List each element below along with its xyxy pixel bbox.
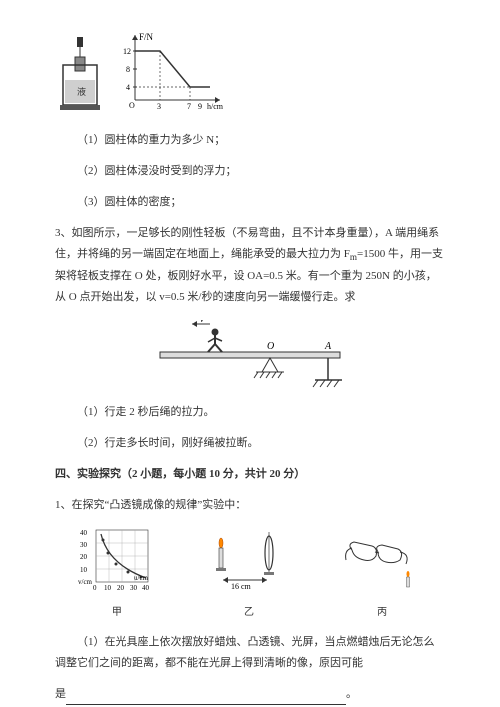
figure-cylinder-graph: 液 F/N 12 8 4 O 3 7 9 h/cm xyxy=(55,30,445,115)
svg-text:40: 40 xyxy=(80,529,88,537)
svg-text:10: 10 xyxy=(80,566,88,574)
svg-text:A: A xyxy=(324,341,332,352)
svg-text:7: 7 xyxy=(187,102,191,111)
y-axis-label: F/N xyxy=(139,32,154,42)
q-cyl-2: （2）圆柱体浸没时受到的浮力； xyxy=(55,161,445,182)
s4-q1-prefix: 1、 xyxy=(55,499,72,511)
svg-text:4: 4 xyxy=(126,83,130,92)
svg-text:30: 30 xyxy=(130,584,138,592)
svg-text:20: 20 xyxy=(117,584,125,592)
svg-text:12: 12 xyxy=(123,47,131,56)
q3-item2: （2）行走多长时间，刚好绳被拉断。 xyxy=(55,433,445,454)
label-yi: 乙 xyxy=(201,603,296,622)
s4-q1-text: 在探究“凸透镜成像的规律”实验中： xyxy=(72,499,247,511)
svg-text:30: 30 xyxy=(80,541,88,549)
blank-line xyxy=(66,694,346,705)
label-bing: 丙 xyxy=(342,603,422,622)
label-jia: 甲 xyxy=(78,603,156,622)
svg-text:v/cm: v/cm xyxy=(78,578,93,586)
q-cyl-1: （1）圆柱体的重力为多少 N； xyxy=(55,130,445,151)
q3-item1: （1）行走 2 秒后绳的拉力。 xyxy=(55,402,445,423)
s4-period: 。 xyxy=(346,688,357,700)
q-cyl-3: （3）圆柱体的密度； xyxy=(55,192,445,213)
svg-text:u/cm: u/cm xyxy=(134,574,149,582)
svg-text:液: 液 xyxy=(77,86,86,97)
figure-lens-row: 40 30 20 10 v/cm 0 10 20 30 40 u/cm 甲 16… xyxy=(55,526,445,623)
svg-text:0: 0 xyxy=(93,584,97,592)
svg-text:O: O xyxy=(129,101,135,110)
section4-title: 四、实验探究（2 小题，每小题 10 分，共计 20 分） xyxy=(55,464,445,485)
force-graph-svg: F/N 12 8 4 O 3 7 9 h/cm xyxy=(115,30,225,115)
q3-prefix: 3、 xyxy=(55,227,72,239)
s4-q1: 1、在探究“凸透镜成像的规律”实验中： xyxy=(55,495,445,516)
s4-item1-blank: 是。 xyxy=(55,684,445,705)
svg-text:20: 20 xyxy=(80,553,88,561)
svg-text:16 cm: 16 cm xyxy=(231,582,252,591)
svg-text:40: 40 xyxy=(142,584,150,592)
apparatus-svg: 液 xyxy=(55,35,105,115)
figure-lever: O A v xyxy=(55,320,445,390)
svg-text:3: 3 xyxy=(157,102,161,111)
svg-text:O: O xyxy=(267,341,274,352)
svg-text:9: 9 xyxy=(198,102,202,111)
x-axis-label: h/cm xyxy=(207,102,224,111)
fig-bing-wrap: 丙 xyxy=(342,532,422,623)
fig-yi-wrap: 16 cm 乙 xyxy=(201,526,296,623)
q3-text: 3、如图所示，一足够长的刚性轻板（不易弯曲，且不计本身重量），A 端用绳系住，并… xyxy=(55,223,445,308)
svg-text:8: 8 xyxy=(126,65,130,74)
fig-jia-wrap: 40 30 20 10 v/cm 0 10 20 30 40 u/cm 甲 xyxy=(78,526,156,623)
q3-sub: m xyxy=(350,252,357,262)
svg-text:v: v xyxy=(200,320,204,324)
s4-item1-tail: 是 xyxy=(55,688,66,700)
svg-text:10: 10 xyxy=(104,584,112,592)
s4-item1: （1）在光具座上依次摆放好蜡烛、凸透镜、光屏，当点燃蜡烛后无论怎么调整它们之间的… xyxy=(55,632,445,674)
